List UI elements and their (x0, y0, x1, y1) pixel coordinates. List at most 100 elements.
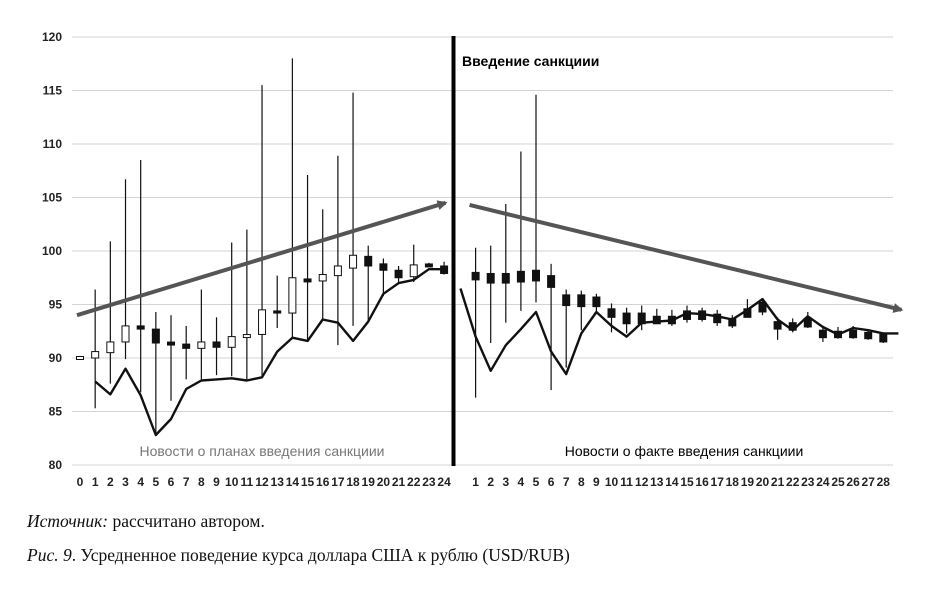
candle-body (318, 274, 327, 282)
candle-body (532, 269, 540, 282)
average-lines (94, 268, 899, 437)
y-tick-label: 105 (42, 191, 62, 205)
candle-body (803, 317, 812, 328)
x-tick-label: 1 (472, 475, 479, 489)
x-tick-label: 15 (301, 475, 315, 489)
candle-body (501, 272, 510, 284)
annotation-sanctions: Введение санкциии (462, 53, 599, 69)
candle-body (106, 341, 115, 354)
x-tick-label: 2 (487, 475, 494, 489)
caption-source-label: Источник: (27, 511, 109, 531)
x-tick-label: 1 (92, 475, 99, 489)
candle-body (91, 351, 100, 359)
candle (501, 203, 510, 323)
candle-body (622, 312, 631, 325)
candle-body (349, 254, 358, 269)
candle-body (652, 315, 661, 325)
candle (471, 247, 480, 398)
x-tick-label: 6 (548, 475, 555, 489)
trend-arrow-up (76, 200, 448, 318)
candle-body (713, 313, 722, 324)
y-tick-label: 120 (42, 30, 62, 44)
x-tick-label: 4 (137, 475, 144, 489)
candle-body (76, 356, 84, 360)
x-tick-label: 16 (316, 475, 330, 489)
x-tick-label: 9 (593, 475, 600, 489)
candle (258, 85, 267, 377)
candle (622, 307, 631, 334)
x-tick-label: 3 (502, 475, 509, 489)
x-tick-label: 24 (816, 475, 830, 489)
x-tick-label: 2 (107, 475, 114, 489)
candle (151, 311, 160, 437)
candle-body (547, 275, 556, 288)
x-tick-label: 4 (518, 475, 525, 489)
candle (212, 317, 221, 376)
x-tick-label: 5 (153, 475, 160, 489)
x-tick-label: 8 (578, 475, 585, 489)
x-tick-label: 7 (563, 475, 570, 489)
x-tick-label: 11 (620, 475, 633, 489)
candle (273, 275, 282, 329)
candle (106, 241, 115, 384)
x-tick-label: 11 (241, 475, 254, 489)
candle-body (227, 336, 236, 348)
label-fact: Новости о факте введения санкциии (565, 443, 804, 459)
candle (409, 244, 418, 283)
x-tick-label: 22 (786, 475, 800, 489)
candle-body (773, 321, 782, 330)
candle (76, 356, 84, 360)
candle (424, 262, 433, 268)
average-line-after (459, 288, 899, 376)
x-tick-label: 25 (831, 475, 845, 489)
x-tick-label: 17 (711, 475, 725, 489)
candle-body (121, 325, 130, 343)
x-tick-label: 18 (346, 475, 360, 489)
candle (242, 229, 251, 380)
caption-source: Источник: рассчитано автором. (27, 511, 265, 532)
x-tick-label: 16 (695, 475, 709, 489)
candle-body (151, 328, 160, 344)
x-tick-label: 14 (286, 475, 300, 489)
candle (592, 293, 601, 315)
caption-figure: Рис. 9. Усредненное поведение курса долл… (27, 545, 570, 566)
candle-body (258, 309, 267, 335)
candle (136, 160, 145, 393)
caption-figure-text: . Усредненное поведение курса доллара СШ… (71, 545, 570, 565)
x-tick-label: 6 (168, 475, 175, 489)
candle (667, 309, 676, 326)
candle-body (849, 329, 858, 339)
y-tick-label: 85 (49, 405, 63, 419)
x-tick-label: 10 (225, 475, 239, 489)
x-tick-label: 0 (77, 475, 84, 489)
candle (303, 175, 312, 342)
candle (486, 245, 495, 344)
x-tick-label: 23 (801, 475, 815, 489)
x-tick-label: 20 (756, 475, 770, 489)
x-tick-label: 21 (771, 475, 785, 489)
candle (532, 94, 540, 303)
candle-body (562, 294, 571, 307)
candle (818, 325, 827, 342)
gridlines (72, 36, 893, 466)
candle-body (273, 310, 282, 314)
x-tick-label: 27 (862, 475, 876, 489)
x-tick-label: 14 (665, 475, 679, 489)
caption-figure-label: Рис. 9 (27, 545, 72, 565)
candle-body (212, 341, 221, 348)
candle-body (864, 331, 873, 340)
x-tick-label: 22 (407, 475, 421, 489)
x-tick-label: 8 (198, 475, 205, 489)
candle (349, 92, 358, 326)
candle-body (167, 341, 176, 346)
candle (803, 311, 812, 329)
candle-body (592, 296, 601, 308)
y-tick-label: 115 (43, 84, 63, 98)
y-tick-label: 110 (43, 137, 63, 151)
candle-body (288, 277, 297, 314)
average-line-before (94, 268, 445, 437)
candle-body (758, 301, 767, 313)
candle (713, 309, 722, 326)
candle (577, 290, 586, 331)
